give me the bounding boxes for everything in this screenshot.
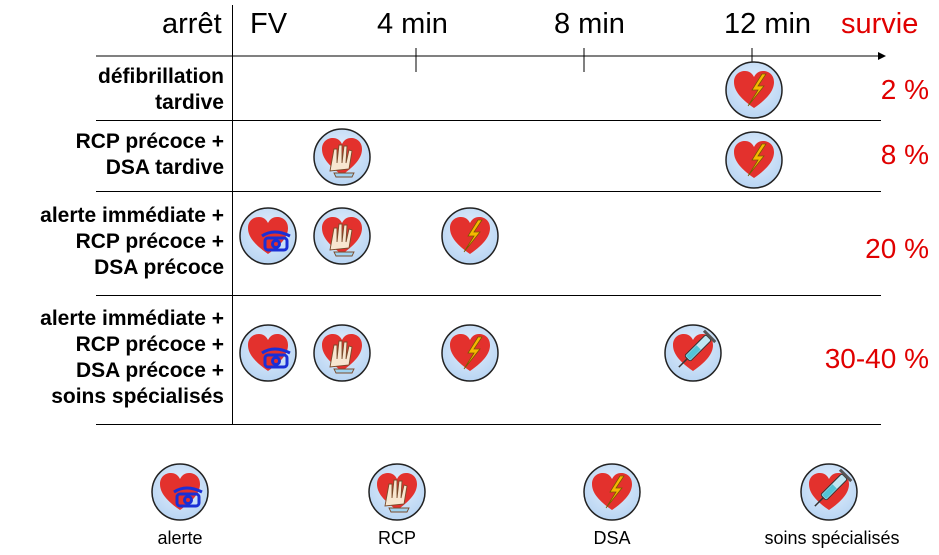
- row-label-1: défibrillation tardive: [98, 65, 224, 114]
- row-label-2: RCP précoce + DSA tardive: [75, 130, 224, 179]
- row-divider: [96, 120, 881, 121]
- dsa-icon: [724, 130, 784, 190]
- survie-row-4: 30-40 %: [824, 343, 929, 374]
- rcp-icon: [312, 323, 372, 383]
- dsa-icon: [724, 60, 784, 120]
- alerte-icon: [238, 323, 298, 383]
- survie-row-1: 2 %: [880, 74, 929, 105]
- legend-rcp-label: RCP: [377, 528, 416, 548]
- row-label-3: alerte immédiate + RCP précoce + DSA pré…: [40, 204, 224, 279]
- legend-rcp-icon: [367, 462, 427, 522]
- legend-alerte-icon: [150, 462, 210, 522]
- header-8min: 8 min: [554, 8, 625, 40]
- header-4min: 4 min: [377, 8, 448, 40]
- dsa-icon: [440, 206, 500, 266]
- header-12min: 12 min: [724, 8, 812, 40]
- alerte-icon: [238, 206, 298, 266]
- row-divider: [96, 424, 881, 425]
- legend-soins-label: soins spécialisés: [764, 528, 900, 548]
- header-arret: arrêt: [162, 8, 222, 40]
- soins-icon: [663, 323, 723, 383]
- vertical-separator: [232, 5, 233, 424]
- dsa-icon: [440, 323, 500, 383]
- row-divider: [96, 191, 881, 192]
- row-divider: [96, 295, 881, 296]
- legend-alerte-label: alerte: [157, 528, 203, 548]
- rcp-icon: [312, 127, 372, 187]
- row-label-4: alerte immédiate + RCP précoce + DSA pré…: [40, 307, 224, 408]
- legend-soins-icon: [799, 462, 859, 522]
- survie-row-3: 20 %: [865, 233, 929, 264]
- header-survie: survie: [841, 8, 919, 40]
- legend-dsa-icon: [582, 462, 642, 522]
- rcp-icon: [312, 206, 372, 266]
- legend-dsa-label: DSA: [593, 528, 631, 548]
- header-fv: FV: [250, 8, 288, 40]
- survie-row-2: 8 %: [880, 139, 929, 170]
